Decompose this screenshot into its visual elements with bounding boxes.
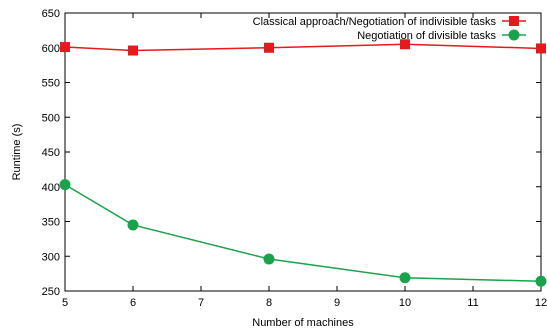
y-axis-title: Runtime (s) [11, 124, 23, 181]
x-tick-label: 6 [130, 297, 136, 309]
data-point [400, 39, 410, 50]
legend-marker [509, 16, 519, 26]
legend-item: Classical approach/Negotiation of indivi… [253, 16, 526, 28]
data-point [399, 272, 411, 284]
series-1 [60, 39, 546, 56]
y-tick-label: 350 [42, 217, 60, 229]
x-tick-label: 7 [198, 297, 204, 309]
axis-ticks: 5 6 7 8 9 10 11 12 250 300 350 400 450 500 550 600 650 [42, 8, 547, 309]
y-tick-label: 550 [42, 78, 60, 90]
legend-label: Classical approach/Negotiation of indivi… [253, 16, 497, 28]
x-tick-label: 12 [535, 297, 547, 309]
data-point [60, 42, 70, 53]
y-tick-label: 300 [42, 251, 60, 263]
y-tick-label: 250 [42, 286, 60, 298]
data-point [536, 43, 546, 54]
x-tick-label: 8 [266, 297, 272, 309]
series-2 [59, 179, 547, 287]
series-layer [59, 39, 547, 287]
x-axis-title: Number of machines [252, 317, 354, 329]
y-tick-label: 450 [42, 147, 60, 159]
data-point [263, 253, 275, 265]
series-line [64, 184, 542, 283]
legend-label: Negotiation of divisible tasks [357, 30, 496, 42]
x-tick-label: 10 [399, 297, 411, 309]
y-tick-label: 650 [42, 8, 60, 20]
x-tick-label: 9 [334, 297, 340, 309]
legend-marker [508, 29, 520, 41]
data-point [127, 219, 139, 231]
data-point [264, 42, 274, 53]
data-point [535, 275, 547, 287]
data-point [59, 179, 71, 191]
y-tick-label: 400 [42, 182, 60, 194]
y-tick-label: 600 [42, 43, 60, 55]
y-tick-label: 500 [42, 112, 60, 124]
x-tick-label: 11 [467, 297, 478, 309]
data-point [128, 45, 138, 56]
legend: Classical approach/Negotiation of indivi… [253, 16, 526, 42]
x-tick-label: 5 [62, 297, 68, 309]
legend-item: Negotiation of divisible tasks [357, 29, 526, 42]
